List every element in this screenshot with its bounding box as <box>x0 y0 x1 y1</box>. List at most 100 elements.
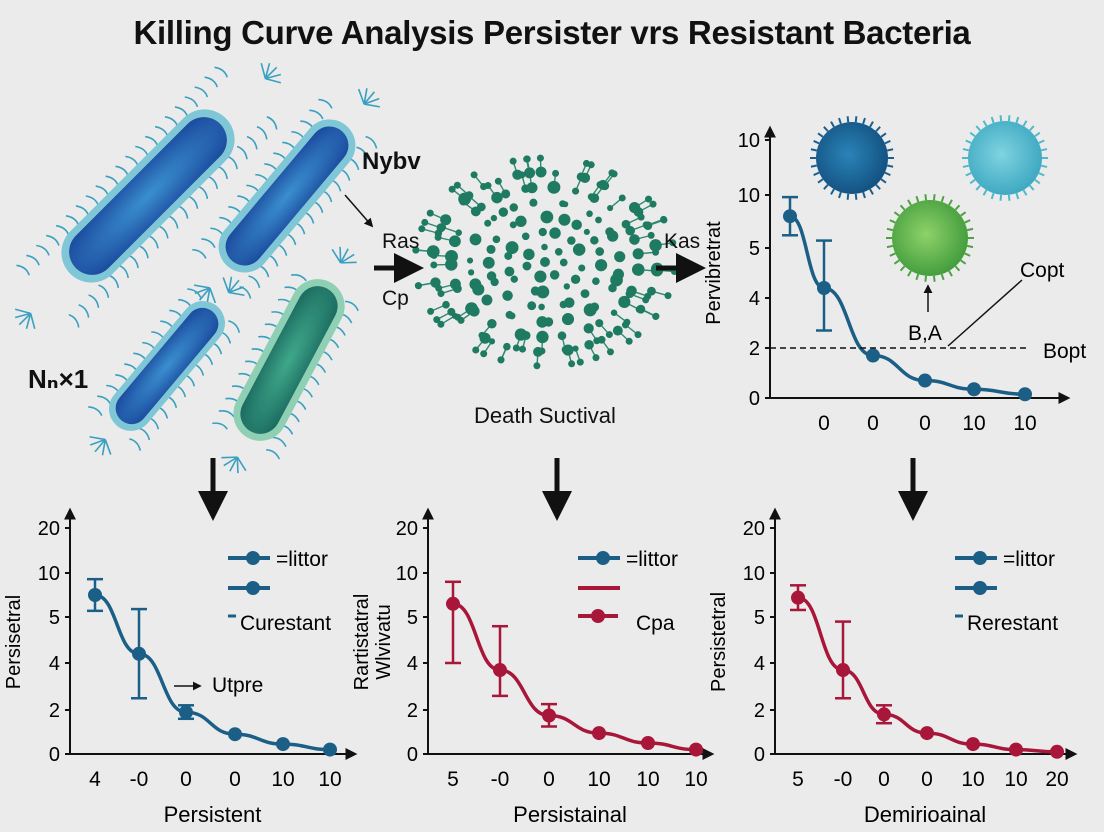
legend-label: =littor <box>626 548 678 571</box>
x-tick-label: 10 <box>1013 412 1036 435</box>
chart-bottom-right: 0 2 4 5 10 20 5 -0 0 0 10 10 20 Persistetral Demirioai… <box>708 507 1078 827</box>
x-tick-label: 5 <box>447 768 459 791</box>
data-point <box>877 707 891 722</box>
coccus-dark-blue-icon <box>810 116 894 200</box>
x-tick-label: -0 <box>834 768 853 791</box>
y-axis-label: Pervibretrat <box>703 221 725 325</box>
x-axis-label: Persistent <box>164 802 262 827</box>
legend-label: =littor <box>1003 548 1055 571</box>
y-tick-label: 10 <box>743 563 765 585</box>
data-point <box>228 727 242 742</box>
data-point <box>817 281 831 295</box>
data-point <box>918 373 932 388</box>
y-tick-label: 10 <box>738 185 760 207</box>
y-axis-label: Persisetral <box>3 595 25 689</box>
thin-arrows <box>344 194 1023 347</box>
death-cluster-icon <box>412 154 679 370</box>
x-tick-label: 10 <box>271 768 294 791</box>
x-tick-label: 0 <box>878 768 890 791</box>
x-tick-label: -0 <box>130 768 149 791</box>
y-tick-label: 5 <box>749 238 760 260</box>
legend-label: Cpa <box>636 612 675 635</box>
legend-label: Curestant <box>240 612 331 635</box>
x-tick-label: 10 <box>587 768 610 791</box>
x-tick-label: 0 <box>543 768 555 791</box>
x-tick-label: 10 <box>962 412 985 435</box>
x-tick-label: 4 <box>89 768 101 791</box>
x-tick-label: -0 <box>491 768 510 791</box>
arrow-nybv-icon <box>344 194 374 228</box>
data-point <box>1018 387 1032 402</box>
label-ras: Ras <box>382 230 420 253</box>
flow-arrows <box>198 253 928 521</box>
y-tick-label: 2 <box>407 700 418 722</box>
data-point <box>1009 742 1023 757</box>
x-tick-label: 10 <box>318 768 341 791</box>
data-point <box>132 646 146 661</box>
bacterium-rod-large <box>14 62 282 330</box>
x-axis-label: Persistainal <box>513 802 627 827</box>
y-tick-label: 5 <box>49 607 60 629</box>
x-tick-label: 10 <box>1004 768 1027 791</box>
data-point <box>920 726 934 741</box>
y-tick-label: 5 <box>754 607 765 629</box>
data-point <box>179 705 193 720</box>
y-tick-label: 4 <box>407 653 418 675</box>
x-tick-label: 5 <box>792 768 804 791</box>
data-point <box>323 742 337 757</box>
label-kas: Kas <box>664 230 701 253</box>
data-point <box>592 726 606 741</box>
data-point <box>276 737 290 752</box>
data-point <box>966 737 980 752</box>
data-point <box>542 708 556 723</box>
y-tick-label: 2 <box>749 338 760 360</box>
x-axis-label: Demirioainal <box>864 802 986 827</box>
y-tick-label: 0 <box>749 388 760 410</box>
y-tick-label: 0 <box>407 744 418 766</box>
population-label: Nₙ×1 <box>28 364 89 394</box>
annotation-ba: B,A <box>908 322 942 345</box>
y-axis-label: Persistetral <box>708 592 730 692</box>
x-tick-label: 0 <box>818 412 830 435</box>
x-tick-label: 0 <box>229 768 241 791</box>
reference-label: Bopt <box>1043 340 1086 363</box>
data-point <box>1050 744 1064 759</box>
y-tick-label: 2 <box>49 700 60 722</box>
label-cp: Cp <box>382 287 409 310</box>
data-point <box>866 348 880 363</box>
bacterium-rod-small <box>88 276 245 456</box>
data-point <box>641 736 655 750</box>
y-tick-label: 4 <box>749 288 760 310</box>
data-point <box>689 742 703 757</box>
data-point <box>446 596 460 611</box>
y-tick-label: 20 <box>396 518 418 540</box>
data-point <box>967 382 981 397</box>
y-tick-label: 2 <box>754 700 765 722</box>
bacterium-rod-green <box>212 246 359 474</box>
annotation-utpre: Utpre <box>212 674 263 697</box>
data-point <box>791 590 805 605</box>
y-axis-label: RartistatralWlvivatu <box>351 594 395 691</box>
data-point <box>836 663 850 678</box>
y-tick-label: 4 <box>49 653 60 675</box>
data-point <box>88 588 102 602</box>
y-tick-label: 0 <box>754 744 765 766</box>
x-tick-label: 0 <box>180 768 192 791</box>
copt-leader-line <box>947 279 1023 347</box>
chart-bottom-left: 0 2 4 5 10 20 4 -0 0 0 10 10 Persisetral Persistent Ut… <box>3 507 358 827</box>
label-nybv: Nybv <box>362 148 421 175</box>
bacterium-rod-medium <box>192 88 381 304</box>
y-tick-label: 5 <box>407 607 418 629</box>
x-tick-label: 10 <box>684 768 707 791</box>
annotation-copt: Copt <box>1020 259 1065 282</box>
x-tick-label: 0 <box>919 412 931 435</box>
x-tick-label: 10 <box>961 768 984 791</box>
x-tick-label: 10 <box>636 768 659 791</box>
chart-top-right: 0 2 4 5 10 10 0 0 0 10 10 Pervibretrat Bopt Copt B,A <box>703 125 1086 435</box>
charts-layer: 0 2 4 5 10 10 0 0 0 10 10 Pervibretrat Bopt Copt B,A 0 2… <box>3 125 1086 827</box>
y-tick-label: 20 <box>743 518 765 540</box>
legend-label: =littor <box>276 548 328 571</box>
x-tick-label: 0 <box>867 412 879 435</box>
